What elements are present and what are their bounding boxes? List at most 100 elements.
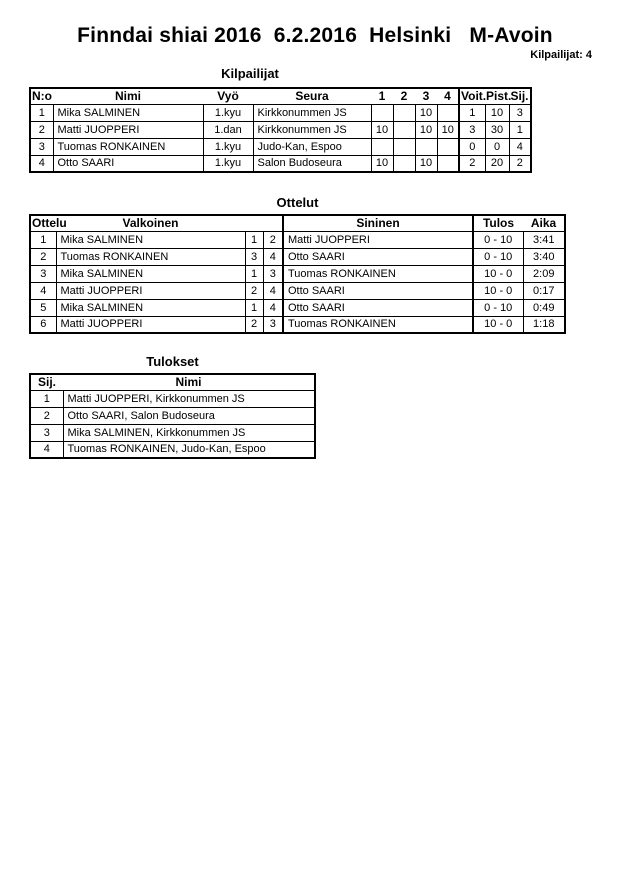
blue-player-number: 3: [262, 264, 284, 283]
document-title: Finndai shiai 2016 6.2.2016 Helsinki M-A…: [77, 24, 553, 47]
competitor-name: Mika SALMINEN: [52, 103, 204, 122]
competitor-belt: 1.kyu: [202, 137, 254, 156]
result-name: Tuomas RONKAINEN, Judo-Kan, Espoo: [62, 440, 316, 459]
blue-player-number: 4: [262, 281, 284, 300]
result-row: 2 Otto SAARI, Salon Budoseura: [29, 406, 316, 425]
match-row: 1 Mika SALMINEN 1 2 Matti JUOPPERI 0 - 1…: [29, 230, 566, 249]
match-number: 3: [29, 264, 57, 283]
white-player-name: Matti JUOPPERI: [55, 315, 246, 334]
competitors-section-heading: Kilpailijat: [221, 66, 279, 81]
result-name: Matti JUOPPERI, Kirkkonummen JS: [62, 389, 316, 408]
match-number: 5: [29, 298, 57, 317]
match-row: 6 Matti JUOPPERI 2 3 Tuomas RONKAINEN 10…: [29, 315, 566, 334]
score-vs-1: 10: [370, 154, 394, 173]
score-vs-4: 10: [436, 120, 460, 139]
white-player-name: Matti JUOPPERI: [55, 281, 246, 300]
match-number: 1: [29, 230, 57, 249]
competitor-belt: 1.kyu: [202, 154, 254, 173]
header-club: Seura: [253, 88, 371, 105]
competitor-name: Otto SAARI: [52, 154, 204, 173]
matches-header-row: Ottelu Valkoinen Sininen Tulos Aika: [30, 215, 565, 232]
white-player-name: Tuomas RONKAINEN: [55, 247, 246, 266]
header-round-3: 3: [415, 88, 437, 105]
competitor-name: Tuomas RONKAINEN: [52, 137, 204, 156]
score-vs-2: [392, 137, 416, 156]
result-place: 1: [29, 389, 64, 408]
match-number: 4: [29, 281, 57, 300]
header-result-place: Sij.: [30, 374, 63, 391]
score-vs-4: [436, 103, 460, 122]
white-player-number: 2: [244, 281, 264, 300]
result-row: 3 Mika SALMINEN, Kirkkonummen JS: [29, 423, 316, 442]
match-result: 10 - 0: [472, 281, 524, 300]
competitor-club: Judo-Kan, Espoo: [252, 137, 372, 156]
result-row: 1 Matti JUOPPERI, Kirkkonummen JS: [29, 389, 316, 408]
match-result: 10 - 0: [472, 315, 524, 334]
competitor-wins: 2: [458, 154, 486, 173]
white-player-name: Mika SALMINEN: [55, 264, 246, 283]
score-vs-3: 10: [414, 120, 438, 139]
header-result: Tulos: [472, 215, 523, 232]
white-player-number: 3: [244, 247, 264, 266]
competitor-place: 1: [508, 120, 532, 139]
header-match: Ottelu: [30, 215, 67, 232]
match-time: 0:17: [522, 281, 566, 300]
competitor-place: 4: [508, 137, 532, 156]
white-player-number: 1: [244, 230, 264, 249]
competitors-table: N:o Nimi Vyö Seura 1 2 3 4 Voit. Pist. S…: [29, 87, 532, 173]
competitor-club: Kirkkonummen JS: [252, 103, 372, 122]
competitor-club: Salon Budoseura: [252, 154, 372, 173]
blue-player-number: 2: [262, 230, 284, 249]
result-row: 4 Tuomas RONKAINEN, Judo-Kan, Espoo: [29, 440, 316, 459]
matches-table: Ottelu Valkoinen Sininen Tulos Aika 1 Mi…: [29, 214, 566, 334]
header-round-1: 1: [371, 88, 393, 105]
header-name: Nimi: [53, 88, 203, 105]
match-time: 2:09: [522, 264, 566, 283]
match-time: 0:49: [522, 298, 566, 317]
white-player-number: 1: [244, 298, 264, 317]
competitor-points: 30: [484, 120, 510, 139]
match-result: 0 - 10: [472, 230, 524, 249]
result-name: Otto SAARI, Salon Budoseura: [62, 406, 316, 425]
competitor-number: 1: [29, 103, 54, 122]
score-vs-3: [414, 137, 438, 156]
blue-player-name: Otto SAARI: [282, 298, 474, 317]
header-white: Valkoinen: [56, 215, 245, 232]
competitor-row: 2 Matti JUOPPERI 1.dan Kirkkonummen JS 1…: [29, 120, 532, 139]
matches-section-heading: Ottelut: [276, 195, 319, 210]
competitor-place: 2: [508, 154, 532, 173]
competitor-wins: 1: [458, 103, 486, 122]
competitor-row: 1 Mika SALMINEN 1.kyu Kirkkonummen JS 10…: [29, 103, 532, 122]
score-vs-4: [436, 154, 460, 173]
score-vs-3: 10: [414, 154, 438, 173]
header-points: Pist.: [485, 88, 512, 105]
blue-player-number: 4: [262, 247, 284, 266]
header-place: Sij.: [509, 88, 531, 105]
competitor-place: 3: [508, 103, 532, 122]
score-vs-3: 10: [414, 103, 438, 122]
results-table: Sij. Nimi 1 Matti JUOPPERI, Kirkkonummen…: [29, 373, 316, 459]
result-place: 2: [29, 406, 64, 425]
result-place: 4: [29, 440, 64, 459]
score-vs-1: [370, 103, 394, 122]
competitor-number: 3: [29, 137, 54, 156]
white-player-number: 1: [244, 264, 264, 283]
competitor-row: 3 Tuomas RONKAINEN 1.kyu Judo-Kan, Espoo…: [29, 137, 532, 156]
results-header-row: Sij. Nimi: [30, 374, 315, 391]
header-blue-no: [263, 215, 283, 232]
match-number: 2: [29, 247, 57, 266]
blue-player-name: Matti JUOPPERI: [282, 230, 474, 249]
header-result-name: Nimi: [63, 374, 315, 391]
result-name: Mika SALMINEN, Kirkkonummen JS: [62, 423, 316, 442]
competitor-number: 4: [29, 154, 54, 173]
header-wins: Voit.: [458, 88, 487, 105]
competitor-wins: 3: [458, 120, 486, 139]
competitor-name: Matti JUOPPERI: [52, 120, 204, 139]
competitor-number: 2: [29, 120, 54, 139]
blue-player-name: Otto SAARI: [282, 247, 474, 266]
results-section-heading: Tulokset: [146, 354, 199, 369]
match-result: 0 - 10: [472, 247, 524, 266]
header-no: N:o: [30, 88, 53, 105]
blue-player-name: Otto SAARI: [282, 281, 474, 300]
